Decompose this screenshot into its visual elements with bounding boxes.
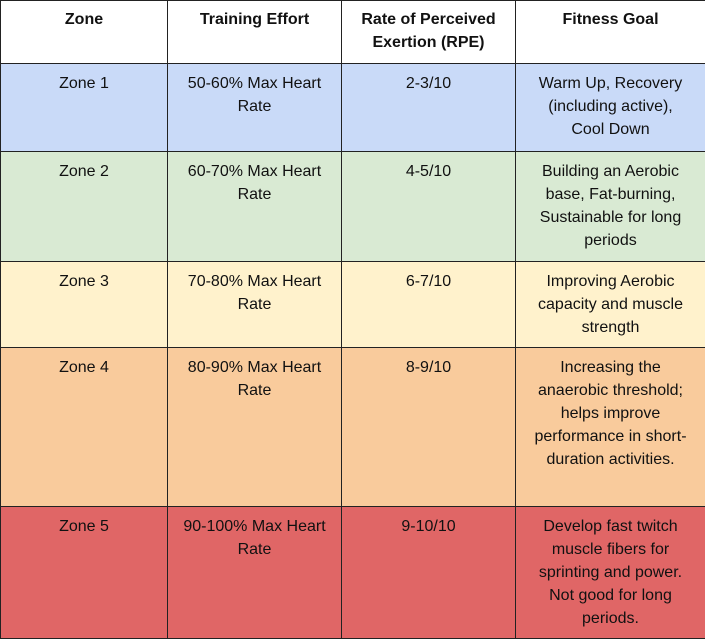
- cell: 90-100% Max Heart Rate: [167, 506, 342, 639]
- header-cell: Fitness Goal: [515, 0, 705, 64]
- cell: Increasing the anaerobic threshold; help…: [515, 347, 705, 507]
- cell: Warm Up, Recovery (including active), Co…: [515, 63, 705, 152]
- cell: Zone 1: [0, 63, 168, 152]
- zone-row: Zone 3 70-80% Max Heart Rate 6-7/10 Improvi…: [0, 261, 705, 348]
- cell: 80-90% Max Heart Rate: [167, 347, 342, 507]
- cell: 6-7/10: [341, 261, 516, 348]
- cell: 2-3/10: [341, 63, 516, 152]
- cell: 4-5/10: [341, 151, 516, 262]
- cell: Develop fast twitch muscle fibers for sp…: [515, 506, 705, 639]
- cell: Zone 4: [0, 347, 168, 507]
- cell: 50-60% Max Heart Rate: [167, 63, 342, 152]
- cell: 70-80% Max Heart Rate: [167, 261, 342, 348]
- cell: Zone 5: [0, 506, 168, 639]
- cell: 8-9/10: [341, 347, 516, 507]
- cell: Zone 3: [0, 261, 168, 348]
- cell: Building an Aerobic base, Fat-burning, S…: [515, 151, 705, 262]
- zone-row: Zone 1 50-60% Max Heart Rate 2-3/10 Warm Up…: [0, 63, 705, 152]
- zone-row: Zone 4 80-90% Max Heart Rate 8-9/10 Increas…: [0, 347, 705, 507]
- header-cell: Zone: [0, 0, 168, 64]
- cell: Improving Aerobic capacity and muscle st…: [515, 261, 705, 348]
- table-body: Zone 1 50-60% Max Heart Rate 2-3/10 Warm Up…: [0, 63, 705, 639]
- zone-row: Zone 5 90-100% Max Heart Rate 9-10/10 Devel…: [0, 506, 705, 639]
- cell: 60-70% Max Heart Rate: [167, 151, 342, 262]
- header-row: Zone Training Effort Rate of Perceived Exe…: [0, 0, 705, 64]
- cell: Zone 2: [0, 151, 168, 262]
- header-cell: Training Effort: [167, 0, 342, 64]
- header-cell: Rate of Perceived Exertion (RPE): [341, 0, 516, 64]
- cell: 9-10/10: [341, 506, 516, 639]
- zone-row: Zone 2 60-70% Max Heart Rate 4-5/10 Buildin…: [0, 151, 705, 262]
